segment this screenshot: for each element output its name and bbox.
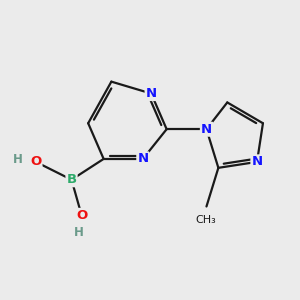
Text: H: H	[74, 226, 84, 238]
Text: CH₃: CH₃	[195, 215, 216, 225]
Text: B: B	[67, 173, 76, 186]
Text: N: N	[201, 123, 212, 136]
Text: N: N	[137, 152, 148, 165]
Text: O: O	[76, 209, 87, 222]
Text: N: N	[251, 155, 262, 168]
Text: N: N	[146, 87, 157, 100]
Text: O: O	[30, 155, 41, 168]
Text: H: H	[13, 153, 23, 166]
